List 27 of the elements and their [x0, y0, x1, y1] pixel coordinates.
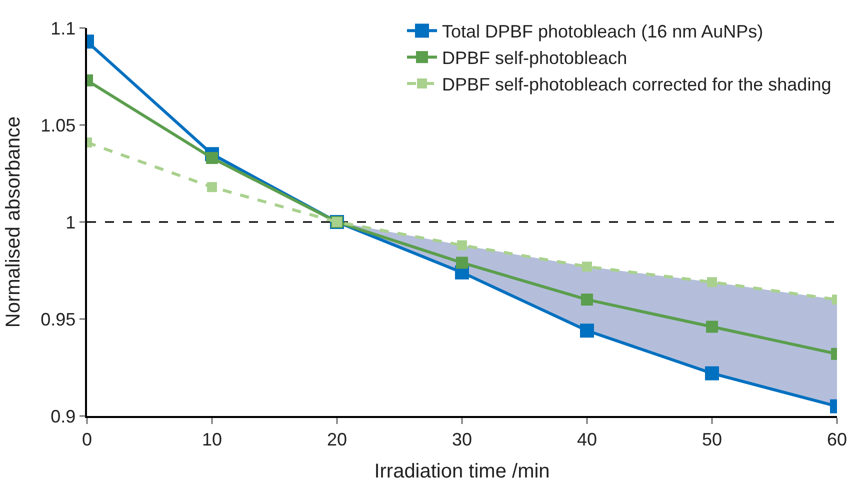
- point: [581, 294, 593, 306]
- point: [457, 240, 467, 250]
- x-tick-label: 40: [576, 429, 598, 450]
- point: [706, 320, 718, 333]
- point: [207, 182, 217, 192]
- y-tick-label: 1.1: [50, 18, 76, 38]
- x-tick-label: 60: [826, 429, 848, 450]
- point: [456, 256, 468, 269]
- x-tick-label: 30: [452, 429, 472, 450]
- legend-label: DPBF self-photobleach: [442, 48, 628, 68]
- point: [705, 366, 719, 380]
- legend-label: Total DPBF photobleach (16 nm AuNPs): [442, 22, 764, 42]
- x-tick-label: 20: [326, 429, 348, 450]
- y-tick-label: 1.05: [40, 115, 76, 136]
- y-tick-label: 1: [66, 212, 76, 232]
- legend-label: DPBF self-photobleach corrected for the shading: [442, 74, 832, 94]
- x-tick-label: 10: [202, 429, 222, 450]
- x-tick-label: 50: [702, 429, 722, 450]
- y-tick-label: 0.95: [40, 309, 76, 330]
- x-tick-label: 0: [82, 429, 92, 450]
- y-tick-label: 0.9: [50, 406, 76, 426]
- y-axis-title: Normalised absorbance: [2, 116, 25, 328]
- point: [580, 324, 594, 338]
- point: [206, 152, 218, 164]
- point: [582, 262, 592, 272]
- point: [707, 277, 717, 288]
- x-axis-title: Irradiation time /min: [374, 460, 550, 482]
